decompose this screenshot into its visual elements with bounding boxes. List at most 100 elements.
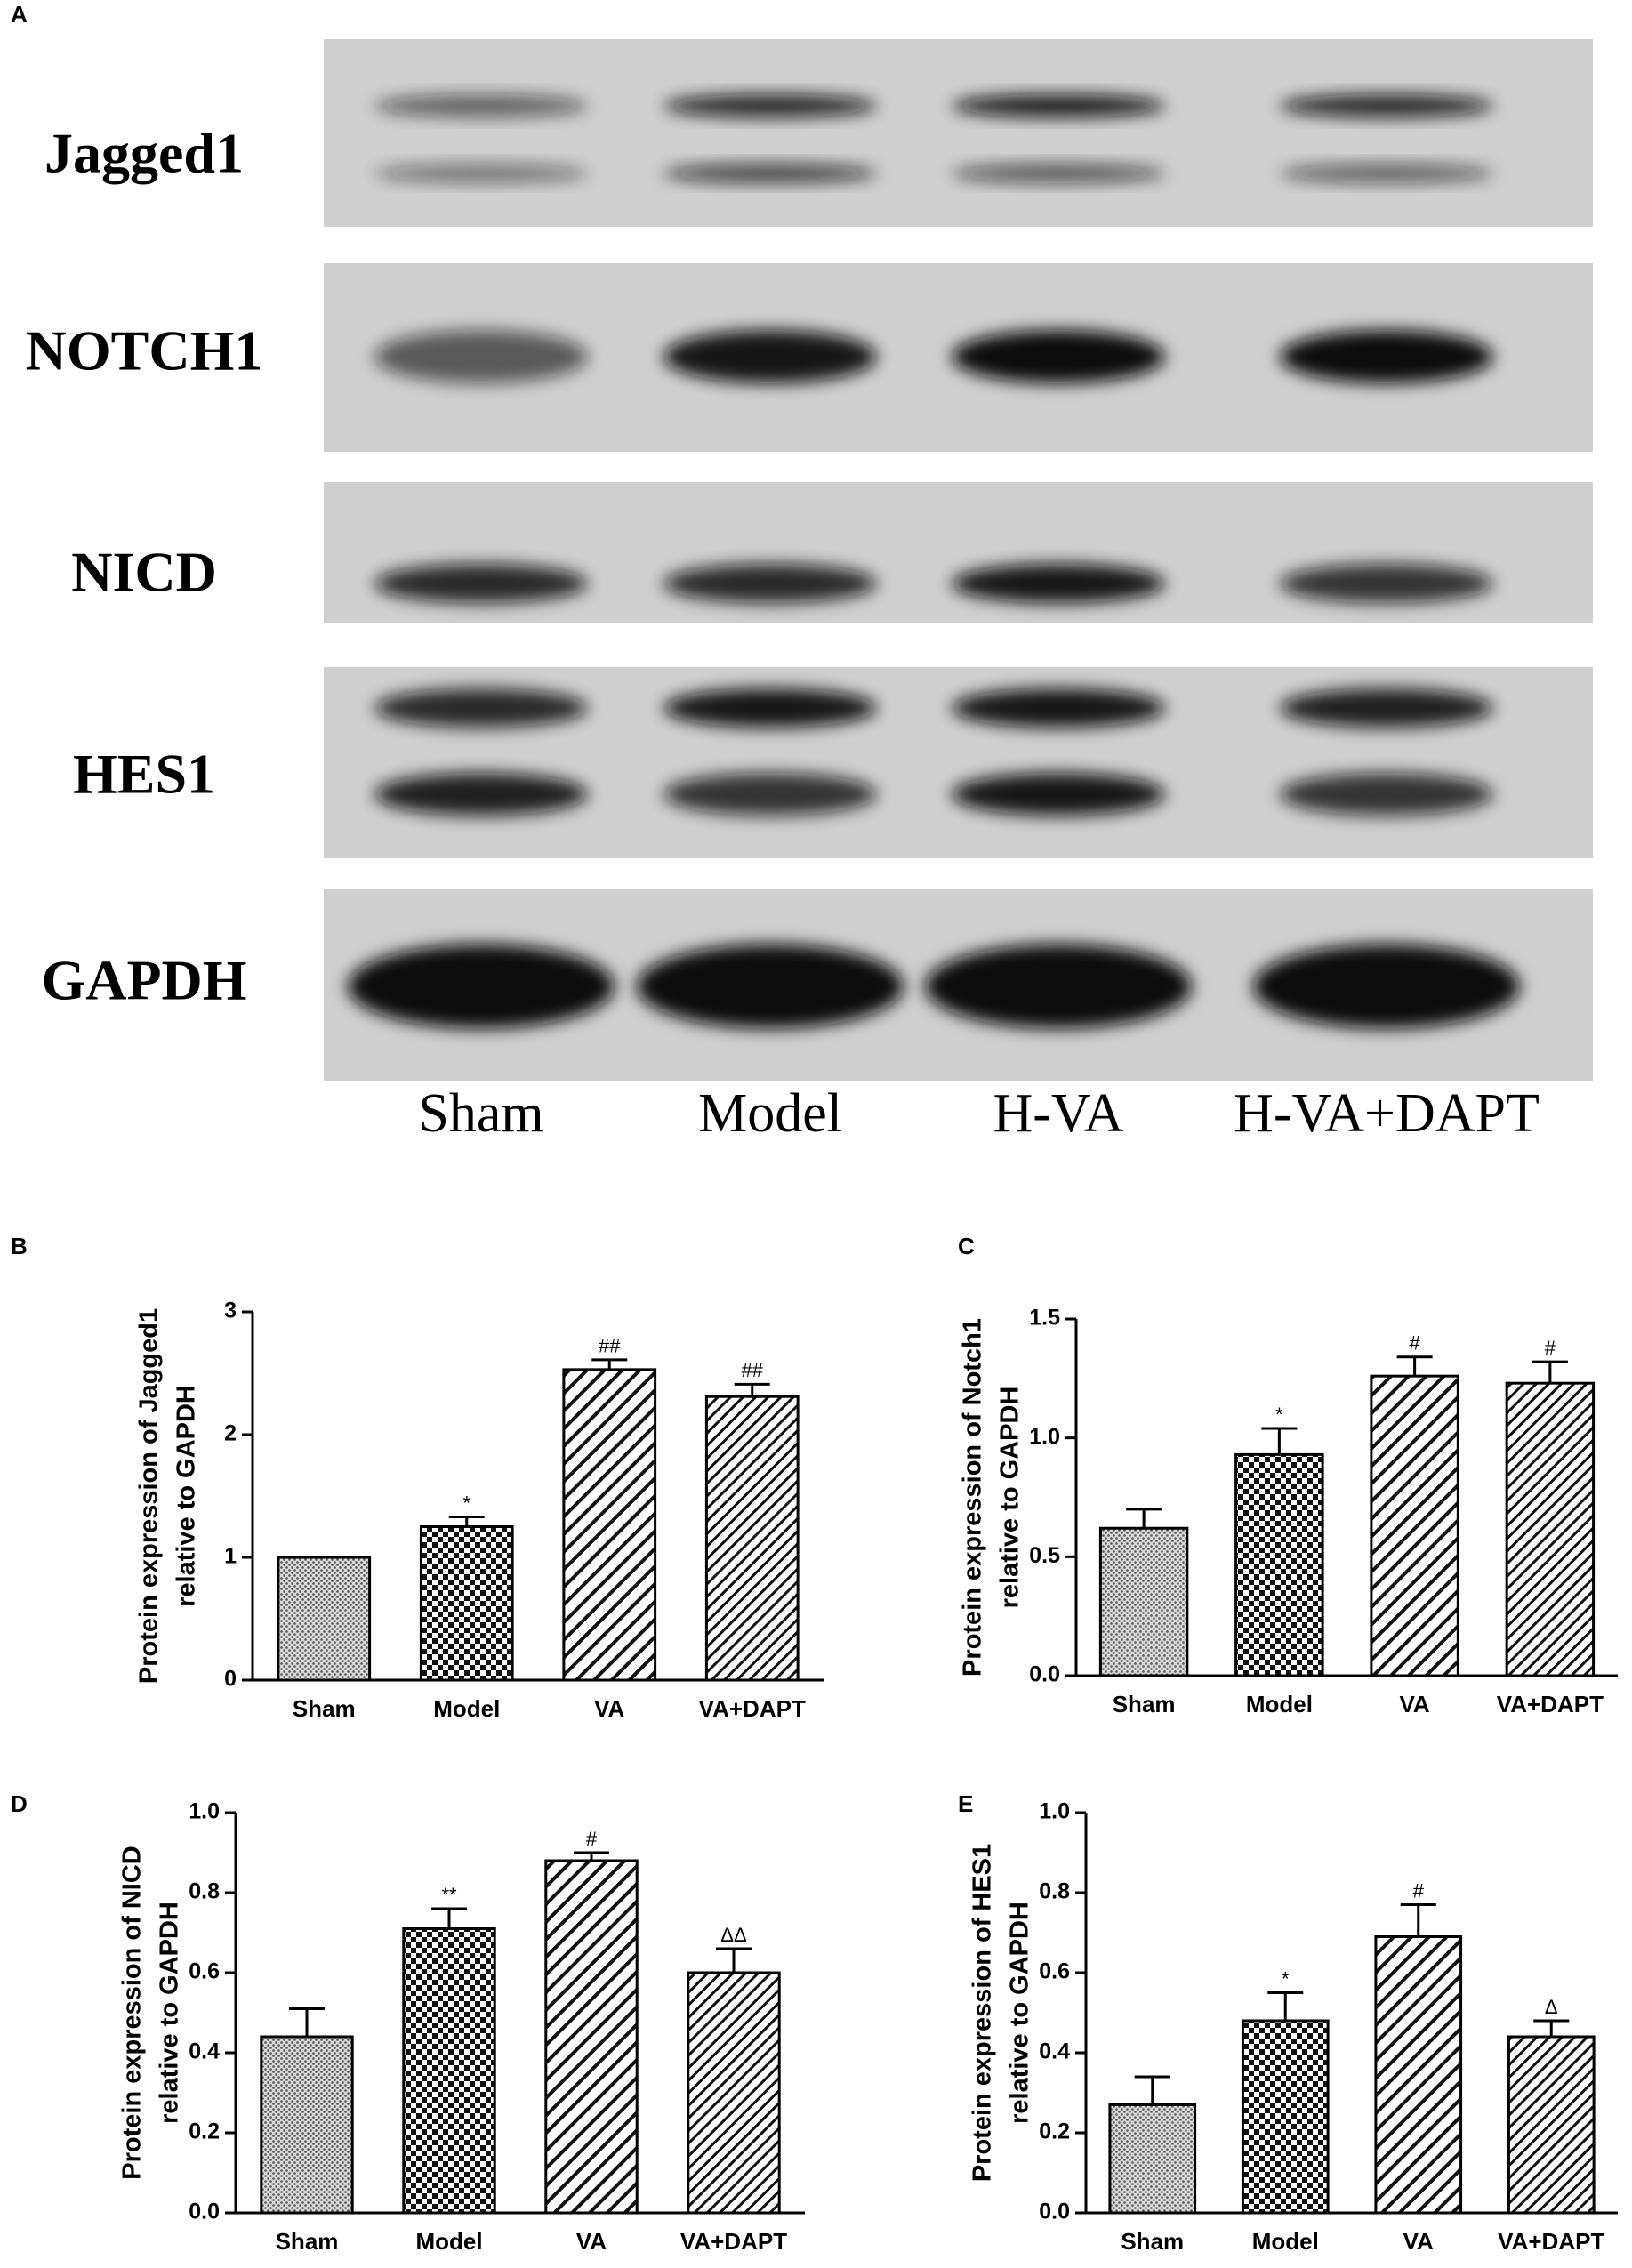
bar — [1507, 2035, 1596, 2215]
protein-label: NOTCH1 — [26, 319, 263, 382]
y-tick-label: 3 — [224, 1299, 237, 1323]
bar — [562, 1368, 657, 1682]
bar — [1505, 1381, 1596, 1677]
blot-band — [374, 164, 588, 183]
blot-band — [663, 164, 877, 183]
blot-band — [374, 564, 588, 603]
panel-label: A — [11, 1, 28, 28]
y-axis-label: relative to GAPDH — [156, 1902, 184, 2124]
y-tick-label: 0.0 — [1029, 1662, 1060, 1687]
x-tick-label: Sham — [276, 2228, 339, 2255]
x-tick-label: Model — [433, 1695, 500, 1722]
y-tick-label: 1.5 — [1029, 1306, 1060, 1331]
blot-band — [663, 773, 877, 816]
blot-band — [374, 330, 588, 383]
y-tick-label: 0.8 — [1039, 1879, 1070, 1904]
y-axis-label: Protein expression of Notch1 — [959, 1318, 987, 1677]
significance-label: * — [462, 1492, 470, 1514]
error-bar — [1396, 1355, 1433, 1377]
y-axis-label: relative to GAPDH — [996, 1387, 1025, 1609]
blot-band — [1253, 944, 1520, 1029]
blot-band — [1280, 688, 1493, 728]
blot-band — [663, 94, 877, 117]
bar — [419, 1525, 514, 1682]
y-axis-label: Protein expression of HES1 — [969, 1844, 997, 2182]
blot-band — [1280, 330, 1493, 383]
blot-band — [952, 164, 1165, 183]
error-bar — [591, 1358, 628, 1370]
blot-band — [663, 330, 877, 383]
y-tick-label: 1 — [224, 1544, 237, 1569]
x-tick-label: VA+DAPT — [699, 1695, 806, 1722]
blot-band — [925, 944, 1192, 1029]
x-tick-label: Sham — [293, 1695, 356, 1722]
error-bar — [1532, 1360, 1568, 1384]
blot-band — [374, 773, 588, 816]
protein-label: Jagged1 — [44, 122, 244, 185]
panel-label: C — [958, 1233, 975, 1259]
error-bar — [448, 1515, 485, 1527]
y-axis-label: relative to GAPDH — [1006, 1902, 1034, 2124]
blot-band — [374, 94, 588, 117]
significance-label: ** — [441, 1884, 457, 1906]
significance-label: # — [586, 1828, 598, 1850]
bar — [1098, 1526, 1189, 1677]
error-bar — [734, 1382, 770, 1397]
y-tick-label: 0.0 — [189, 2200, 220, 2224]
significance-label: # — [1545, 1337, 1556, 1359]
panel-label: D — [11, 1790, 28, 1817]
blot-band — [637, 944, 904, 1029]
y-tick-label: 1.0 — [1039, 1799, 1070, 1824]
blot-band — [1280, 564, 1493, 603]
blot-band — [374, 688, 588, 728]
blot-band — [1280, 164, 1493, 183]
error-bar — [574, 1851, 609, 1861]
bar — [1234, 1452, 1324, 1677]
panel-label: E — [958, 1790, 973, 1817]
bar — [1370, 1374, 1459, 1677]
error-bar — [1134, 2075, 1170, 2105]
protein-label: NICD — [71, 541, 217, 604]
bar — [544, 1859, 639, 2215]
x-tick-label: VA — [576, 2228, 607, 2255]
blot-band — [952, 94, 1165, 117]
bar — [704, 1395, 800, 1682]
x-tick-label: VA+DAPT — [1498, 2228, 1604, 2255]
bar — [402, 1927, 496, 2215]
significance-label: ΔΔ — [720, 1924, 747, 1946]
bar — [687, 1971, 781, 2215]
y-tick-label: 0.2 — [1039, 2119, 1070, 2144]
protein-label: HES1 — [73, 743, 215, 806]
bar — [277, 1556, 372, 1682]
blot-band — [663, 564, 877, 603]
significance-label: # — [1410, 1332, 1421, 1355]
lane-label: H-VA+DAPT — [1234, 1083, 1540, 1144]
bar — [260, 2035, 354, 2215]
lane-label: Model — [698, 1083, 842, 1144]
blot-band — [952, 773, 1165, 816]
y-tick-label: 0.2 — [189, 2119, 220, 2144]
x-tick-label: Model — [1252, 2228, 1319, 2255]
y-axis-label: relative to GAPDH — [173, 1385, 201, 1607]
y-tick-label: 1.0 — [189, 1799, 220, 1824]
significance-label: # — [1413, 1879, 1425, 1902]
y-axis-label: Protein expression of Jagged1 — [135, 1308, 164, 1684]
y-tick-label: 0.6 — [189, 1959, 220, 1984]
y-tick-label: 0.8 — [189, 1879, 220, 1904]
blot-band — [952, 330, 1165, 383]
panel-label: B — [11, 1233, 28, 1259]
y-tick-label: 0 — [224, 1667, 237, 1692]
y-tick-label: 2 — [224, 1421, 237, 1446]
y-axis-label: Protein expression of NICD — [118, 1846, 147, 2179]
protein-label: GAPDH — [41, 949, 246, 1012]
blot-strip — [324, 39, 1593, 227]
significance-label: * — [1275, 1403, 1283, 1426]
significance-label: Δ — [1545, 1996, 1558, 2018]
y-tick-label: 0.6 — [1039, 1959, 1070, 1984]
x-tick-label: VA+DAPT — [1497, 1691, 1604, 1717]
y-tick-label: 0.4 — [189, 2039, 220, 2064]
bar — [1241, 2019, 1330, 2215]
x-tick-label: Model — [1246, 1691, 1313, 1717]
